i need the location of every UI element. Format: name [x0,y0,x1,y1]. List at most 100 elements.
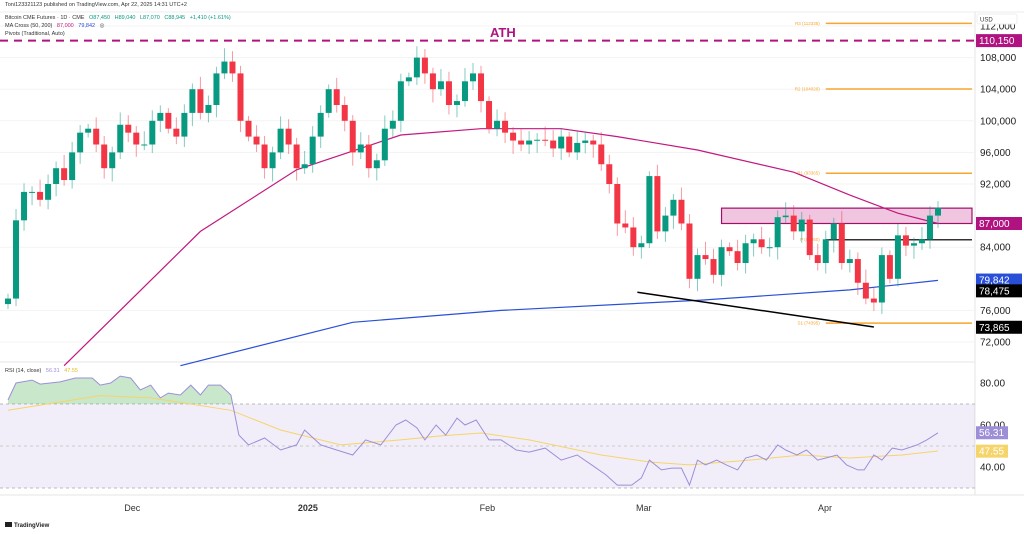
time-axis[interactable]: Dec 2025 Feb Mar Apr [124,503,832,513]
symbol-name[interactable]: Bitcoin CME Futures · 1D · CME [5,15,85,21]
candle-body [806,219,813,256]
candle-body [894,235,901,279]
rsi-tick-label: 60.00 [980,421,1005,432]
candle [742,234,749,274]
candle-body [638,243,645,248]
candle-body [558,136,565,149]
candle [397,73,404,133]
rsi-ma-value: 47.55 [64,368,78,374]
candle [381,115,388,166]
candle [678,187,685,231]
price-badge [976,201,1022,215]
rsi-pane[interactable] [0,375,975,489]
candle-body [269,152,276,169]
candle-body [333,89,340,105]
candle-body [325,89,332,113]
candle [373,153,380,181]
candle-body [758,239,765,248]
ma50-line [63,128,939,367]
price-axis[interactable]: 112,000 108,000 104,000 100,000 96,000 92,000… [976,22,1022,474]
candle [157,105,164,133]
candle [574,131,581,160]
price-badge [976,34,1022,48]
pivots-legend[interactable]: Pivots (Traditional, Auto) [5,31,65,37]
rsi-label[interactable]: RSI (14, close) [5,368,42,374]
candle [774,210,781,260]
candle-body [918,239,925,244]
candle [902,226,909,257]
rsi-legend[interactable]: RSI (14, close) 56.31 47.55 [5,368,81,374]
price-pane[interactable]: R3 (112335)R2 (104020)R1 (93365)P (84950… [0,21,975,367]
candle [470,62,476,90]
candle-body [926,215,933,240]
ma-label[interactable]: MA Cross (50, 200) [5,23,53,29]
candle [93,117,100,153]
candle [806,214,813,260]
ohlc-open: O87,450 [89,15,111,21]
candle [77,125,84,164]
rsi-badge [976,426,1008,440]
price-tick-label: 108,000 [980,53,1017,64]
candle-body [29,191,36,193]
candle-body [133,132,140,145]
candle [582,132,589,154]
candle [526,131,533,154]
candle-body [646,176,653,244]
candle [726,242,733,256]
candle [814,243,821,271]
time-tick-label: Apr [818,503,832,513]
pivot-label-s1: S1 (74395) [797,321,820,326]
pivot-label-r3: R3 (112335) [795,21,820,26]
ma-legend[interactable]: MA Cross (50, 200) 87,000 79,842 ◎ [5,23,107,29]
visibility-icon[interactable]: ◎ [99,23,105,29]
candle-body [886,255,893,279]
currency-label: USD [980,18,993,24]
tradingview-logo[interactable]: TradingView [5,522,50,529]
rsi-ma-line [7,395,939,466]
candle [734,239,741,271]
candle [389,110,396,138]
candle [558,129,565,160]
rsi-badge-label: 56.31 [979,428,1004,439]
candle-body [582,140,589,143]
candle-body [253,136,260,145]
resistance-zone [720,207,973,225]
candle-body [437,81,444,90]
rsi-tick-label: 40.00 [980,463,1005,474]
candle-body [205,105,212,113]
candle [173,117,180,145]
candle [141,131,148,151]
rsi-value: 56.31 [45,368,60,374]
candle-body [878,255,885,303]
symbol-legend[interactable]: Bitcoin CME Futures · 1D · CME O87,450 H… [5,15,234,21]
candle-body [526,140,533,145]
candle [878,247,885,314]
candle-body [790,215,797,232]
candle-body [309,136,316,165]
candle-body [742,243,749,263]
candle [437,68,444,96]
candle [421,49,428,84]
candle [886,250,893,284]
candle-body [654,176,661,232]
candle [518,128,525,152]
candle-body [317,112,324,137]
candle-body [45,184,52,200]
candle-body [181,112,188,137]
candle-body [293,144,300,169]
ohlc-close: C88,945 [164,15,186,21]
currency-box[interactable] [976,13,1018,25]
candle [461,68,468,107]
candle-body [935,207,941,216]
candle [758,226,765,254]
candle-body [245,120,252,137]
candle [101,135,108,179]
candle [349,115,356,166]
candle-body [117,124,124,153]
candle-body [550,140,557,149]
price-tick-label: 72,000 [980,338,1011,349]
candle [622,210,629,234]
candle [333,77,340,113]
candle [670,194,677,229]
